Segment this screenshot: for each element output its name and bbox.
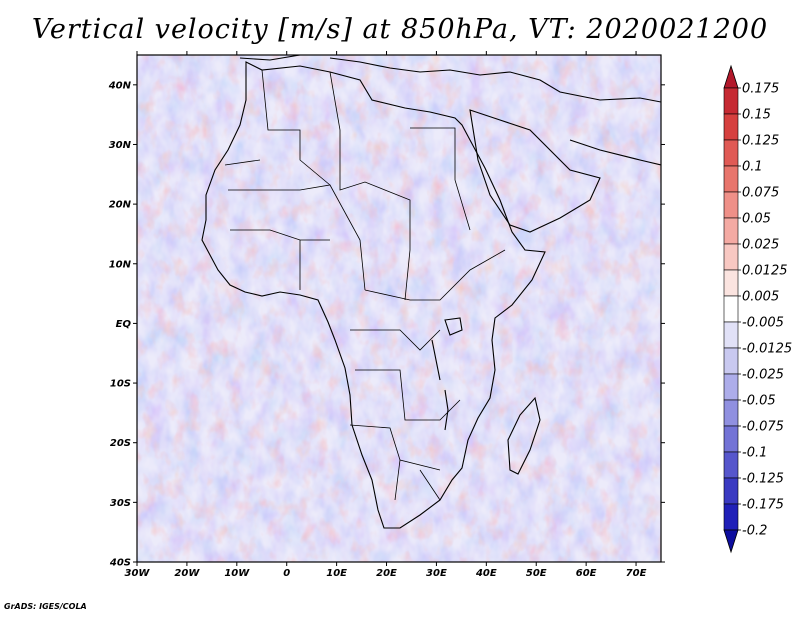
lat-label: 20N	[109, 200, 132, 211]
colorbar-swatch	[723, 165, 739, 193]
colorbar-label: 0.05	[742, 212, 771, 227]
colorbar-label: -0.1	[742, 446, 767, 461]
colorbar-label: 0.15	[742, 108, 771, 123]
lat-label: 40N	[108, 80, 132, 91]
colorbar-label: -0.05	[742, 394, 776, 409]
arabia-coastline	[469, 109, 601, 233]
colorbar-label: -0.125	[742, 472, 784, 487]
colorbar-swatch	[723, 191, 739, 219]
lon-label: 10E	[326, 568, 347, 579]
colorbar-label: 0.025	[742, 238, 779, 253]
country-borders	[224, 69, 506, 501]
lake-victoria	[444, 317, 463, 336]
colorbar-swatch	[723, 321, 739, 349]
rift-lakes	[431, 339, 449, 431]
lon-label: 20W	[174, 568, 200, 579]
colorbar-label: 0.0125	[742, 264, 788, 279]
colorbar-label: -0.075	[742, 420, 784, 435]
lat-label: 40S	[109, 558, 131, 569]
lon-label: 0	[283, 568, 290, 579]
lon-label: 40E	[475, 568, 497, 579]
colorbar-label: -0.025	[742, 368, 784, 383]
longitude-axis: 30W 20W 10W 0 10E 20E 30E 40E 50E 60E 70E	[125, 51, 647, 579]
colorbar-swatch	[723, 295, 739, 323]
colorbar-swatch	[723, 113, 739, 141]
colorbar-swatch	[723, 217, 739, 245]
lon-label: 60E	[576, 568, 597, 579]
colorbar-swatch	[723, 347, 739, 375]
colorbar-label: -0.175	[742, 498, 784, 513]
colorbar-label: -0.0125	[742, 342, 792, 357]
iran-coastline	[569, 139, 661, 166]
europe-coastline	[239, 55, 661, 103]
colorbar-swatch	[723, 243, 739, 271]
colorbar-swatch	[723, 503, 739, 531]
lat-label: 30N	[109, 140, 132, 151]
colorbar-swatch	[723, 477, 739, 505]
latitude-axis: 40N 30N 20N 10N EQ 10S 20S 30S 40S	[108, 80, 665, 569]
colorbar-label: 0.175	[742, 82, 779, 97]
colorbar-label: 0.125	[742, 134, 779, 149]
colorbar-swatch	[723, 451, 739, 479]
plot-frame	[136, 54, 662, 563]
colorbar-label: 0.1	[742, 160, 763, 175]
lon-label: 30W	[125, 568, 151, 579]
lon-label: 10W	[224, 568, 250, 579]
lat-label: 30S	[110, 498, 131, 509]
colorbar-bottom-arrow	[723, 529, 739, 554]
colorbar-label: -0.005	[742, 316, 784, 331]
lat-label: EQ	[116, 319, 132, 330]
lat-label: 10S	[110, 379, 131, 390]
lon-label: 30E	[426, 568, 447, 579]
colorbar-label: -0.2	[742, 524, 767, 539]
lon-label: 20E	[376, 568, 397, 579]
velocity-field	[137, 55, 661, 562]
coastlines	[201, 55, 661, 529]
colorbar-swatch	[723, 373, 739, 401]
colorbar: 0.175 0.15 0.125 0.1 0.075 0.05 0.025 0.0125 0.0…	[723, 64, 792, 554]
grads-credit: GrADS: IGES/COLA	[4, 602, 87, 611]
colorbar-swatch	[723, 399, 739, 427]
africa-coastline	[201, 61, 546, 529]
colorbar-swatch	[723, 87, 739, 115]
colorbar-swatch	[723, 139, 739, 167]
colorbar-label: 0.005	[742, 290, 779, 305]
lat-label: 20S	[110, 438, 131, 449]
colorbar-label: 0.075	[742, 186, 779, 201]
colorbar-swatch	[723, 269, 739, 297]
lat-label: 10N	[109, 259, 132, 270]
colorbar-swatch	[723, 425, 739, 453]
map-title: Vertical velocity [m/s] at 850hPa, VT: 2…	[31, 14, 769, 45]
colorbar-top-arrow	[723, 64, 739, 89]
lon-label: 70E	[626, 568, 647, 579]
madagascar-coastline	[507, 396, 541, 475]
lon-label: 50E	[526, 568, 547, 579]
